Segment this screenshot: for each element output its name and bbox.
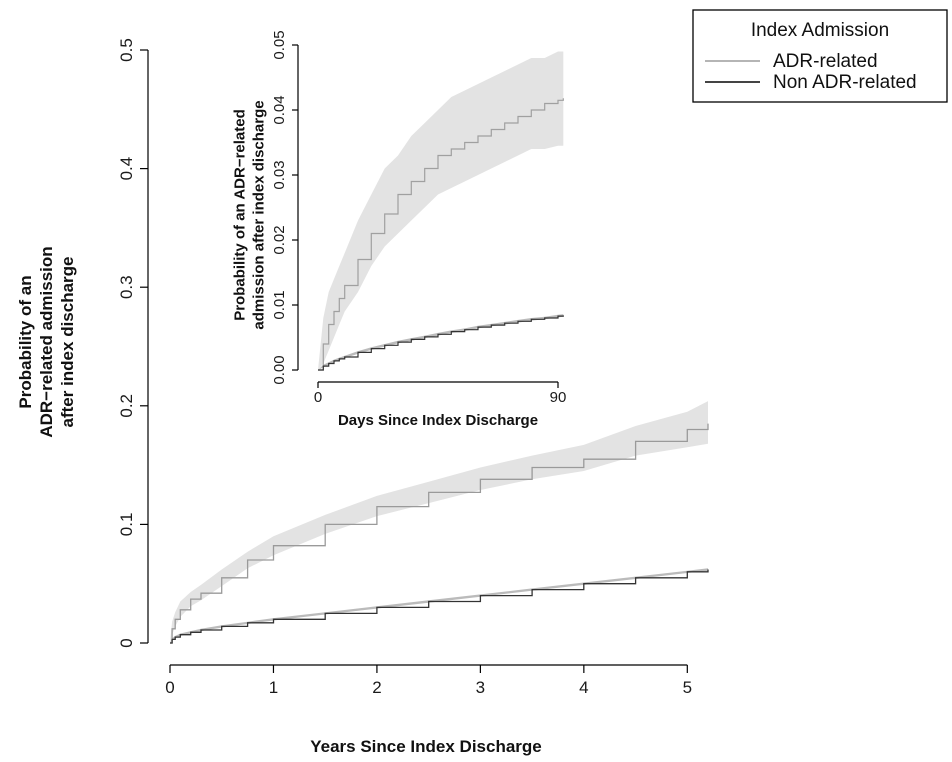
main-x-tick-label: 5 xyxy=(683,678,692,697)
main-y-axis-title: Probability of an ADR−related admission af… xyxy=(16,246,77,437)
inset-x-axis-title: Days Since Index Discharge xyxy=(338,412,538,429)
main-x-tick-label: 3 xyxy=(476,678,485,697)
inset-x-tick-label: 0 xyxy=(314,389,322,406)
legend: Index Admission ADR-related Non ADR-rela… xyxy=(692,9,948,103)
inset-y-tick-label: 0.02 xyxy=(271,225,288,254)
inset-y-tick-label: 0.01 xyxy=(271,290,288,319)
main-x-tick-label: 2 xyxy=(372,678,381,697)
main-ci-band-adr xyxy=(170,401,708,643)
main-ci-band-non-adr xyxy=(170,568,708,643)
inset-x-tick-label: 90 xyxy=(550,389,567,406)
legend-label-adr: ADR-related xyxy=(773,51,878,72)
main-y-tick-label: 0.4 xyxy=(117,157,136,181)
main-x-axis-title: Years Since Index Discharge xyxy=(310,737,542,756)
inset-line-non-adr xyxy=(318,315,564,371)
inset-y-axis-title-line: Probability of an ADR−related xyxy=(232,109,249,321)
main-y-tick-label: 0.5 xyxy=(117,38,136,62)
main-y-tick-label: 0.1 xyxy=(117,513,136,537)
main-line-adr xyxy=(170,423,709,644)
inset-y-tick-label: 0.00 xyxy=(271,355,288,384)
inset-y-axis-title-line: admission after index discharge xyxy=(251,100,268,329)
inset-line-adr xyxy=(318,98,564,371)
main-x-tick-label: 1 xyxy=(269,678,278,697)
legend-title: Index Admission xyxy=(751,20,889,41)
main-x-tick-label: 4 xyxy=(579,678,588,697)
main-y-axis-title-line: Probability of an xyxy=(16,275,35,408)
main-line-non-adr xyxy=(170,569,709,644)
inset-ci-band-adr xyxy=(318,51,564,370)
inset-y-tick-label: 0.04 xyxy=(271,95,288,124)
main-y-tick-label: 0.3 xyxy=(117,275,136,299)
inset-y-axis-title: Probability of an ADR−related admission a… xyxy=(232,100,268,329)
main-y-axis-title-line: after index discharge xyxy=(58,256,77,427)
main-plot: 0 0.1 0.2 0.3 0.4 0.5 0 1 2 3 4 5 Years Since Index … xyxy=(16,38,709,756)
main-x-tick-label: 0 xyxy=(165,678,174,697)
main-y-tick-label: 0 xyxy=(117,638,136,647)
legend-box xyxy=(692,9,948,103)
main-y-axis-title-line: ADR−related admission xyxy=(37,246,56,437)
inset-y-tick-label: 0.05 xyxy=(271,30,288,59)
inset-y-tick-label: 0.03 xyxy=(271,160,288,189)
legend-label-non-adr: Non ADR-related xyxy=(773,72,917,93)
inset-plot: 0.00 0.01 0.02 0.03 0.04 0.05 0 90 Days Since In… xyxy=(232,30,570,429)
main-y-tick-label: 0.2 xyxy=(117,394,136,418)
